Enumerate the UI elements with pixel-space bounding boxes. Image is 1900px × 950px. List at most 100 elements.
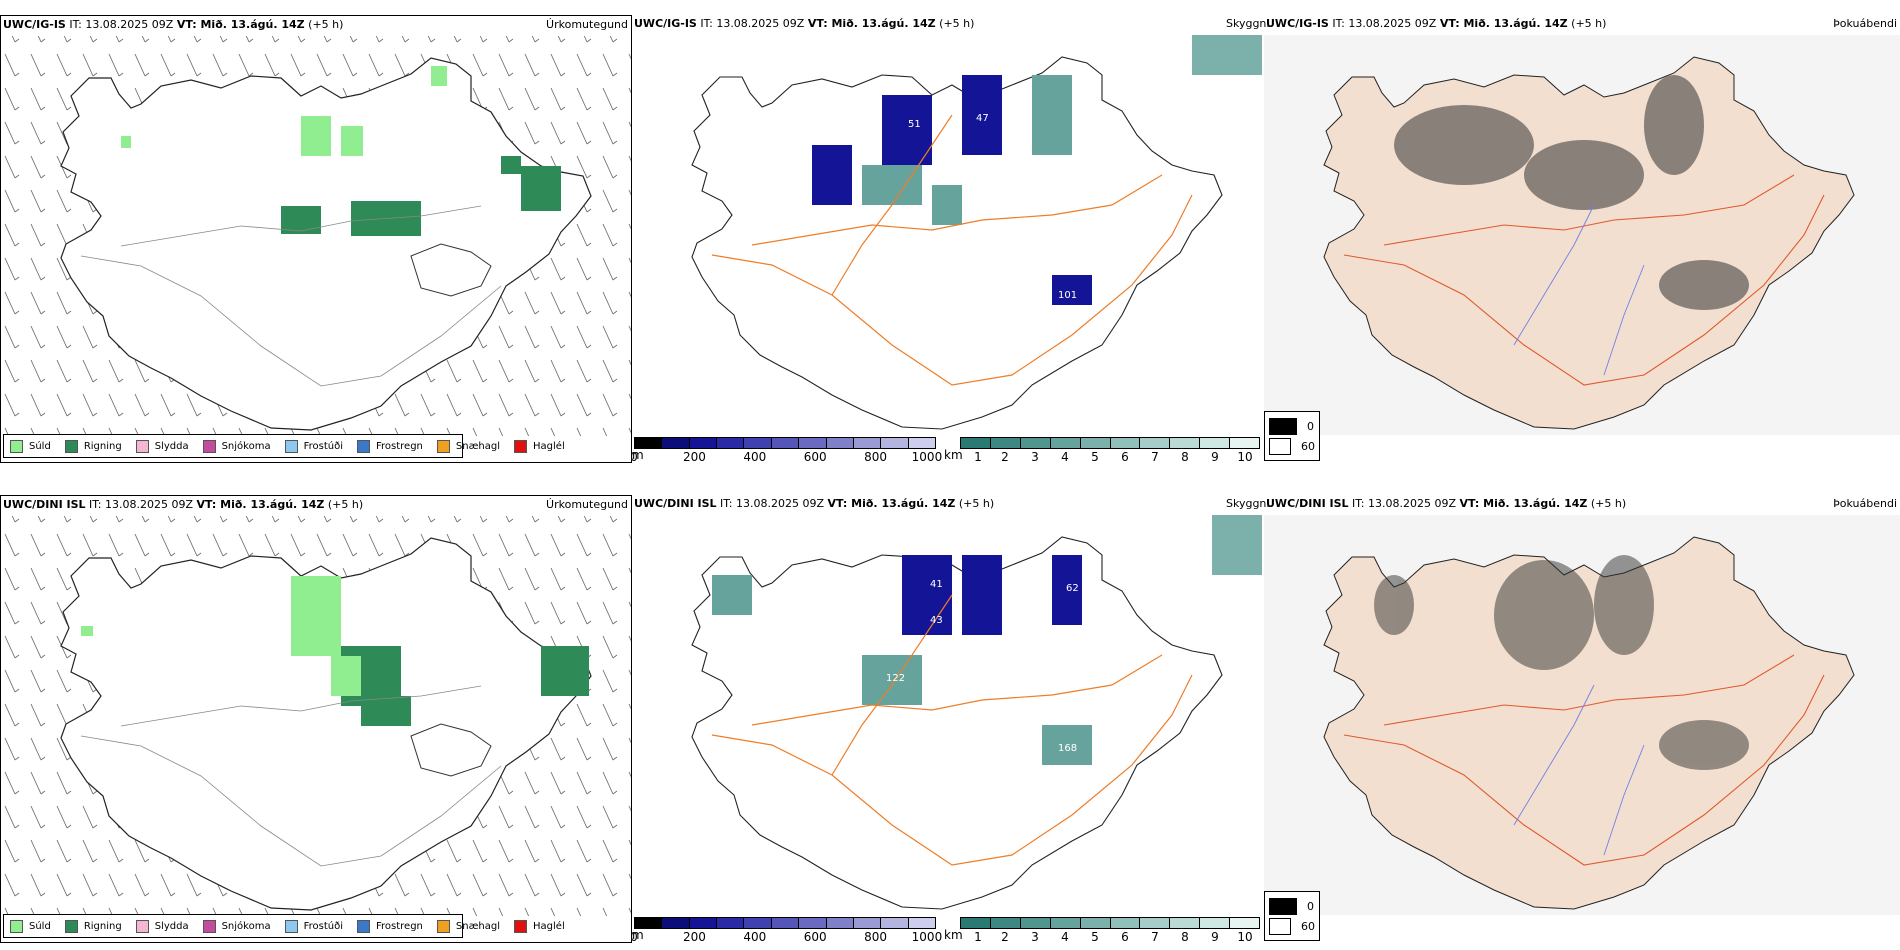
valid-time: VT: Mið. 13.ágú. 14Z xyxy=(176,18,305,31)
tick-label: 8 xyxy=(1181,930,1189,943)
low-cloud-areas xyxy=(812,75,1092,305)
legend-item: Súld xyxy=(10,919,51,933)
lead-time: (+5 h) xyxy=(308,18,344,31)
visibility-ticks: 1 2 3 4 5 6 7 8 9 10 xyxy=(960,930,1260,943)
fog-shading xyxy=(1394,75,1749,310)
model-name: UWC/DINI ISL xyxy=(3,498,86,511)
tick-label: 8 xyxy=(1181,450,1189,463)
panel-header: UWC/IG-IS IT: 13.08.2025 09Z VT: Mið. 13… xyxy=(3,18,343,31)
legend-label: Frostúði xyxy=(303,440,343,452)
visibility-colorbar: 1 2 3 4 5 6 7 8 9 10 km xyxy=(944,917,1260,943)
drizzle-areas xyxy=(121,66,447,156)
tick-label: 400 xyxy=(743,930,767,943)
iceland-map xyxy=(1264,35,1900,435)
legend-swatch xyxy=(135,439,149,453)
legend-label: Snjókoma xyxy=(221,920,271,932)
lead-time: (+5 h) xyxy=(1571,17,1607,30)
valid-time: VT: Mið. 13.ágú. 14Z xyxy=(1459,497,1588,510)
visibility-panel-bottom: UWC/DINI ISL IT: 13.08.2025 09Z VT: Mið.… xyxy=(632,495,1264,943)
legend-swatch xyxy=(10,919,23,933)
iceland-map xyxy=(1264,515,1900,915)
legend-item: Frostúði xyxy=(284,919,343,933)
legend-item: Frostregn xyxy=(357,919,423,933)
tick-label: 10 xyxy=(1237,930,1253,943)
legend-label: Slydda xyxy=(154,440,189,452)
legend-item: Snæhagl xyxy=(436,919,501,933)
tick-label: 5 xyxy=(1091,930,1099,943)
model-name: UWC/IG-IS xyxy=(3,18,66,31)
ceiling-colorbar-bar xyxy=(634,917,936,929)
init-time: IT: 13.08.2025 09Z xyxy=(720,497,825,510)
panel-header: UWC/DINI ISL IT: 13.08.2025 09Z VT: Mið.… xyxy=(3,498,363,511)
visibility-ticks: 1 2 3 4 5 6 7 8 9 10 xyxy=(960,450,1260,463)
lead-time: (+5 h) xyxy=(958,497,995,510)
legend-swatch xyxy=(10,439,23,453)
tick-label: 2 xyxy=(1001,930,1009,943)
low-cloud-areas xyxy=(902,555,1082,635)
lead-time: (+5 h) xyxy=(939,17,975,30)
tick-label: 4 xyxy=(1061,450,1069,463)
tick-label: 6 xyxy=(1121,450,1129,463)
panel-header: UWC/IG-IS IT: 13.08.2025 09Z VT: Mið. 13… xyxy=(1266,17,1606,30)
visibility-colorbar: 1 2 3 4 5 6 7 8 9 10 km xyxy=(944,437,1260,463)
legend-label: Rigning xyxy=(83,920,122,932)
roads xyxy=(1343,174,1825,386)
roads xyxy=(711,114,1193,386)
lead-time: (+5 h) xyxy=(1590,497,1627,510)
ceiling-value: 51 xyxy=(908,119,921,130)
legend-label: Súld xyxy=(29,440,51,452)
precip-type-panel-bottom: UWC/DINI ISL IT: 13.08.2025 09Z VT: Mið.… xyxy=(0,495,632,943)
ceiling-unit: m xyxy=(632,448,644,462)
tick-label: 7 xyxy=(1151,930,1159,943)
model-name: UWC/DINI ISL xyxy=(634,497,717,510)
visibility-blob xyxy=(1192,35,1262,75)
legend-swatch xyxy=(135,919,149,933)
precip-legend: Súld Rigning Slydda Snjókoma Frostúði Fr… xyxy=(3,434,565,458)
legend-swatch xyxy=(514,919,528,933)
ceiling-colorbar: 0 200 400 600 800 1000 m xyxy=(632,437,942,463)
iceland-map xyxy=(1,516,631,916)
tick-label: 800 xyxy=(864,450,888,463)
mid-cloud-areas xyxy=(712,575,1092,765)
legend-item: Súld xyxy=(10,439,51,453)
iceland-coastline xyxy=(691,536,1223,910)
tick-label: 0 xyxy=(632,450,638,463)
tick-label: 600 xyxy=(803,930,827,943)
legend-swatch xyxy=(284,919,298,933)
panel-title: Þokuábendi xyxy=(1833,497,1897,510)
visibility-unit: km xyxy=(944,448,963,462)
ceiling-ticks: 0 200 400 600 800 1000 xyxy=(632,450,942,463)
tick-label: 10 xyxy=(1237,450,1253,463)
init-time: IT: 13.08.2025 09Z xyxy=(700,17,805,30)
panel-header: UWC/DINI ISL IT: 13.08.2025 09Z VT: Mið.… xyxy=(634,497,994,510)
tick-label: 9 xyxy=(1211,450,1219,463)
legend-item: Haglél xyxy=(514,919,565,933)
model-name: UWC/IG-IS xyxy=(634,17,697,30)
glacier-outline xyxy=(410,723,492,777)
init-time: IT: 13.08.2025 09Z xyxy=(89,498,194,511)
legend-swatch xyxy=(436,439,450,453)
rivers xyxy=(1513,204,1645,376)
legend-swatch xyxy=(202,439,216,453)
legend-item: Haglél xyxy=(514,439,565,453)
iceland-coastline xyxy=(60,57,592,431)
tick-label: 400 xyxy=(743,450,767,463)
fog-swatch-light xyxy=(1269,917,1291,935)
visibility-blob xyxy=(1212,515,1262,575)
precip-legend: Súld Rigning Slydda Snjókoma Frostúði Fr… xyxy=(3,914,565,938)
legend-label: Frostregn xyxy=(376,920,423,932)
valid-time: VT: Mið. 13.ágú. 14Z xyxy=(807,17,936,30)
fog-panel-bottom: UWC/DINI ISL IT: 13.08.2025 09Z VT: Mið.… xyxy=(1264,495,1900,943)
tick-label: 1 xyxy=(974,450,982,463)
fog-legend-low: 60 xyxy=(1301,439,1315,453)
ceiling-colorbar: 0 200 400 600 800 1000 m xyxy=(632,917,942,943)
tick-label: 7 xyxy=(1151,450,1159,463)
legend-label: Snæhagl xyxy=(455,920,501,932)
panel-title: Úrkomutegund xyxy=(546,498,628,511)
legend-swatch xyxy=(202,919,216,933)
legend-item: Slydda xyxy=(135,439,189,453)
tick-label: 200 xyxy=(682,450,706,463)
legend-label: Haglél xyxy=(533,920,565,932)
tick-label: 1 xyxy=(974,930,982,943)
tick-label: 200 xyxy=(682,930,706,943)
